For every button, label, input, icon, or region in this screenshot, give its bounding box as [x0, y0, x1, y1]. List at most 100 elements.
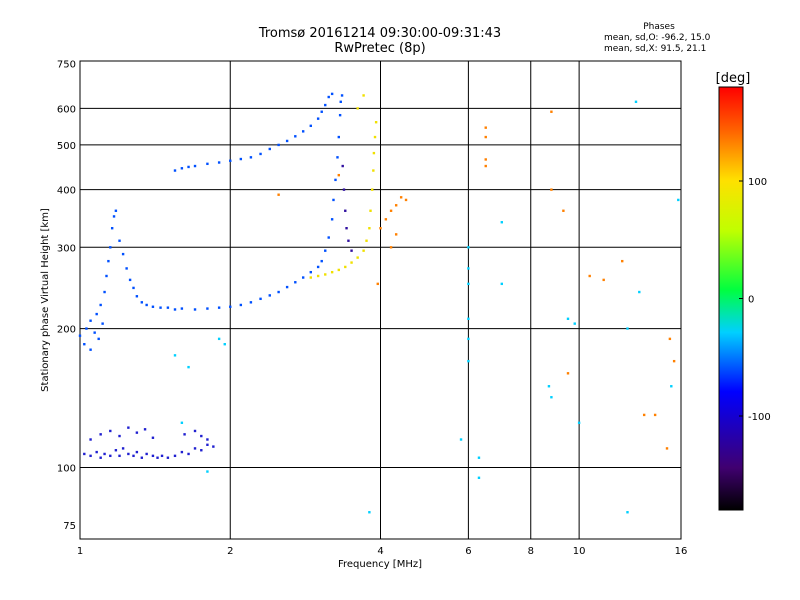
- phases-stats-box: Phases mean, sd,O: -96.2, 15.0 mean, sd,…: [604, 22, 714, 55]
- data-point: [484, 158, 487, 161]
- x-tick-label: 8: [528, 546, 534, 557]
- data-point: [550, 188, 553, 191]
- data-point: [135, 295, 139, 298]
- data-point: [672, 359, 676, 363]
- data-point: [467, 317, 470, 321]
- data-point: [229, 159, 232, 162]
- data-point: [677, 198, 680, 202]
- data-point: [340, 94, 344, 97]
- x-axis-title: Frequency [MHz]: [338, 559, 422, 570]
- y-tick-label: 100: [57, 464, 76, 475]
- data-point: [376, 282, 379, 286]
- data-point: [341, 164, 344, 168]
- data-point: [642, 413, 646, 417]
- x-tick-label: 6: [465, 546, 471, 557]
- data-point: [320, 259, 323, 263]
- data-point: [143, 428, 147, 431]
- data-point: [467, 337, 470, 341]
- data-point: [277, 193, 280, 196]
- data-point: [316, 265, 320, 269]
- data-point: [467, 267, 470, 270]
- data-point: [99, 456, 102, 459]
- data-point: [626, 327, 629, 330]
- data-point: [217, 337, 221, 341]
- data-point: [127, 452, 130, 456]
- data-point: [109, 454, 112, 458]
- data-point: [309, 270, 312, 274]
- data-point: [467, 246, 470, 249]
- data-point: [301, 130, 305, 133]
- grid-lines: [80, 61, 681, 539]
- data-point: [384, 218, 388, 221]
- data-point: [97, 337, 100, 341]
- x-tick-label: 4: [377, 546, 383, 557]
- data-point: [356, 256, 359, 259]
- data-point: [180, 421, 184, 424]
- data-point: [249, 301, 253, 304]
- data-point: [602, 278, 605, 282]
- data-point: [550, 396, 553, 399]
- data-point: [109, 429, 112, 433]
- data-point: [324, 273, 327, 276]
- data-point: [110, 227, 114, 230]
- data-point: [180, 307, 184, 310]
- data-point: [125, 267, 128, 270]
- data-point: [339, 100, 342, 104]
- data-point: [389, 209, 393, 212]
- data-point: [459, 438, 463, 441]
- data-point: [85, 327, 88, 330]
- data-point: [356, 107, 359, 110]
- data-point: [132, 454, 135, 458]
- data-point: [369, 209, 372, 212]
- y-tick-label: 400: [57, 186, 76, 197]
- data-point: [259, 152, 262, 156]
- data-point: [99, 433, 102, 436]
- data-point: [118, 239, 121, 242]
- data-point: [156, 456, 159, 459]
- data-point: [128, 278, 132, 282]
- data-point: [665, 447, 669, 450]
- x-axis-ticks: 1 2 4 6 8 10 16: [77, 546, 688, 557]
- data-point: [200, 449, 203, 452]
- data-point: [638, 290, 641, 294]
- data-point: [372, 169, 375, 172]
- data-point: [229, 305, 232, 308]
- data-point: [547, 385, 551, 388]
- data-point: [668, 337, 672, 341]
- data-point: [404, 198, 408, 202]
- data-point: [159, 306, 162, 309]
- data-point: [187, 165, 190, 169]
- data-point: [394, 204, 398, 207]
- data-point: [285, 139, 289, 143]
- data-point: [562, 209, 565, 212]
- data-point: [362, 249, 365, 252]
- data-point: [337, 173, 341, 177]
- data-point: [301, 276, 305, 279]
- data-point: [249, 156, 253, 159]
- data-point: [206, 470, 209, 473]
- data-point: [89, 348, 92, 351]
- plot-frame: [79, 60, 682, 540]
- data-point: [151, 305, 155, 308]
- y-axis-title: Stationary phase Virtual Height [km]: [40, 208, 51, 392]
- data-point: [350, 249, 353, 252]
- data-point: [634, 100, 638, 104]
- data-point: [140, 301, 144, 304]
- data-point: [103, 452, 106, 456]
- colorbar-tick-label: 0: [748, 295, 754, 306]
- data-point: [217, 306, 221, 309]
- data-point: [145, 303, 148, 307]
- data-point: [200, 434, 203, 438]
- data-point: [173, 169, 177, 172]
- data-point: [320, 110, 323, 113]
- data-point: [89, 438, 92, 441]
- data-point: [173, 354, 177, 357]
- y-tick-label: 75: [63, 521, 76, 532]
- data-point: [389, 246, 393, 249]
- data-point: [365, 239, 368, 242]
- title-line-2: RwPretec (8p): [334, 41, 426, 56]
- data-point: [484, 164, 487, 168]
- data-point: [206, 438, 209, 441]
- data-point: [330, 270, 334, 274]
- data-point: [135, 450, 139, 454]
